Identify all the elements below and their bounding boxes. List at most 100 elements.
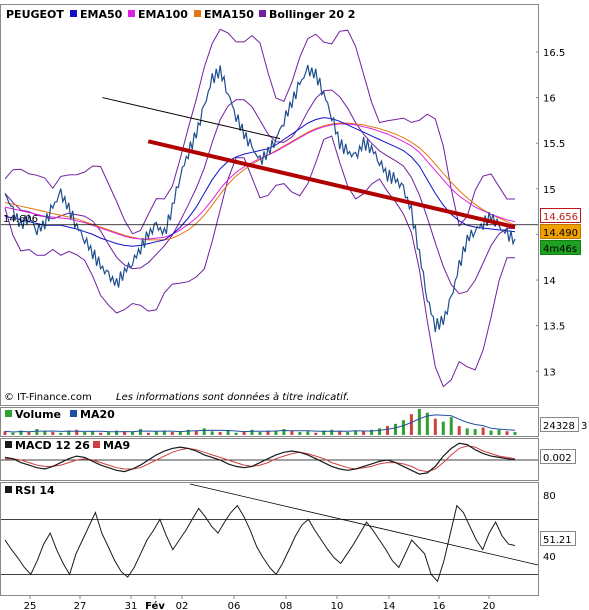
volume-bar — [27, 432, 31, 435]
legend-label-macd: MACD 12 26 — [15, 439, 90, 452]
volume-ma20-line — [4, 414, 516, 433]
volume-bar — [370, 429, 374, 435]
volume-bar — [354, 430, 358, 435]
volume-value-cut: 3 — [581, 421, 587, 432]
volume-bar — [497, 429, 501, 435]
volume-bar — [83, 432, 87, 435]
price-y-tick: 15 — [543, 185, 556, 196]
price-y-tick: 16.5 — [543, 48, 565, 59]
x-tick-label: 20 — [483, 601, 496, 610]
macd-legend: MACD 12 26 MA9 — [5, 439, 130, 452]
rsi-line — [4, 504, 516, 583]
volume-bar — [43, 431, 47, 435]
volume-value-box — [540, 417, 579, 432]
price-y-tick: 13.5 — [543, 322, 565, 333]
legend-swatch-volume-ma20 — [70, 410, 77, 417]
price-y-tick: 16 — [543, 94, 556, 105]
volume-bar — [425, 412, 429, 435]
rsi-value-box — [540, 531, 576, 546]
volume-bar — [194, 430, 198, 435]
volume-bar — [330, 429, 334, 435]
rsi-trendline — [189, 483, 539, 566]
volume-bar — [67, 430, 71, 435]
red-trendline — [147, 139, 516, 230]
volume-bar — [210, 431, 214, 435]
legend-swatch-ema150 — [194, 10, 201, 17]
price-y-tick: 13 — [543, 367, 556, 378]
volume-bar — [186, 429, 190, 435]
volume-bar — [51, 432, 55, 435]
volume-value: 24328 — [543, 421, 575, 432]
volume-bar — [473, 429, 477, 435]
rsi-tick-80: 80 — [543, 491, 556, 502]
x-tick-label: 02 — [176, 601, 189, 610]
volume-bar — [91, 431, 95, 435]
volume-bar — [250, 429, 254, 435]
volume-bar — [258, 432, 262, 435]
x-tick-label: Fév — [145, 600, 165, 610]
legend-label-rsi: RSI 14 — [15, 484, 55, 497]
volume-bar — [266, 430, 270, 435]
volume-bar — [59, 432, 63, 435]
source-credit: © IT-Finance.com — [4, 392, 92, 403]
legend-swatch-macd-ma9 — [93, 441, 100, 448]
volume-bar — [99, 432, 103, 435]
ema50-line — [4, 117, 516, 247]
volume-bar — [131, 432, 134, 435]
rsi-value: 51.21 — [543, 535, 572, 546]
volume-bar — [107, 432, 111, 435]
volume-bar — [154, 431, 158, 435]
price-badge: 14.490 — [543, 228, 578, 239]
volume-bar — [378, 428, 382, 435]
volume-bar — [298, 432, 302, 435]
volume-bar — [386, 426, 389, 435]
price-badge-box — [540, 224, 581, 239]
ema100-line — [4, 123, 516, 240]
volume-bar — [242, 431, 246, 435]
price-badge: 14.656 — [543, 212, 578, 223]
ema150-line — [4, 122, 516, 241]
volume-bar — [489, 430, 493, 435]
price-badge: 4m46s — [543, 244, 577, 255]
volume-bar — [274, 431, 278, 435]
volume-bar — [505, 431, 509, 435]
volume-bar — [314, 432, 318, 435]
rsi-panel-frame — [0, 482, 539, 596]
x-tick-label: 06 — [228, 601, 241, 610]
price-y-tick: 14 — [543, 276, 556, 287]
volume-bar — [178, 431, 182, 435]
volume-bar — [441, 421, 445, 435]
volume-bar — [234, 432, 238, 435]
x-tick-label: 14 — [383, 601, 396, 610]
disclaimer: Les informations sont données à titre in… — [116, 391, 349, 403]
macd-line — [4, 442, 516, 475]
volume-bar — [338, 431, 342, 435]
volume-bar — [449, 417, 453, 435]
price-badge-box — [540, 208, 581, 223]
macd-panel-frame — [0, 438, 539, 481]
legend-swatch-bollinger — [259, 10, 266, 17]
x-tick-label: 16 — [433, 601, 446, 610]
volume-bar — [465, 428, 469, 435]
x-tick-label: 25 — [24, 601, 37, 610]
volume-bar — [162, 430, 166, 435]
volume-bar — [433, 418, 437, 435]
bollinger-middle — [4, 89, 515, 295]
volume-bar — [401, 420, 405, 435]
legend-label-bollinger: Bollinger 20 2 — [269, 8, 355, 21]
x-tick-label: 10 — [331, 601, 344, 610]
x-tick-label: 27 — [74, 601, 87, 610]
legend-label-ema100: EMA100 — [138, 8, 188, 21]
macd-value-box — [540, 449, 576, 464]
volume-bar — [322, 430, 326, 435]
legend-label-ema50: EMA50 — [80, 8, 123, 21]
legend-swatch-macd — [5, 441, 12, 448]
bollinger-lower — [4, 135, 515, 388]
volume-bar — [346, 432, 350, 435]
black-trendline — [102, 97, 281, 140]
bollinger-upper — [4, 28, 515, 235]
volume-bar — [35, 429, 39, 435]
price-line — [4, 64, 516, 333]
reference-line-label: 14.606 — [3, 214, 38, 225]
